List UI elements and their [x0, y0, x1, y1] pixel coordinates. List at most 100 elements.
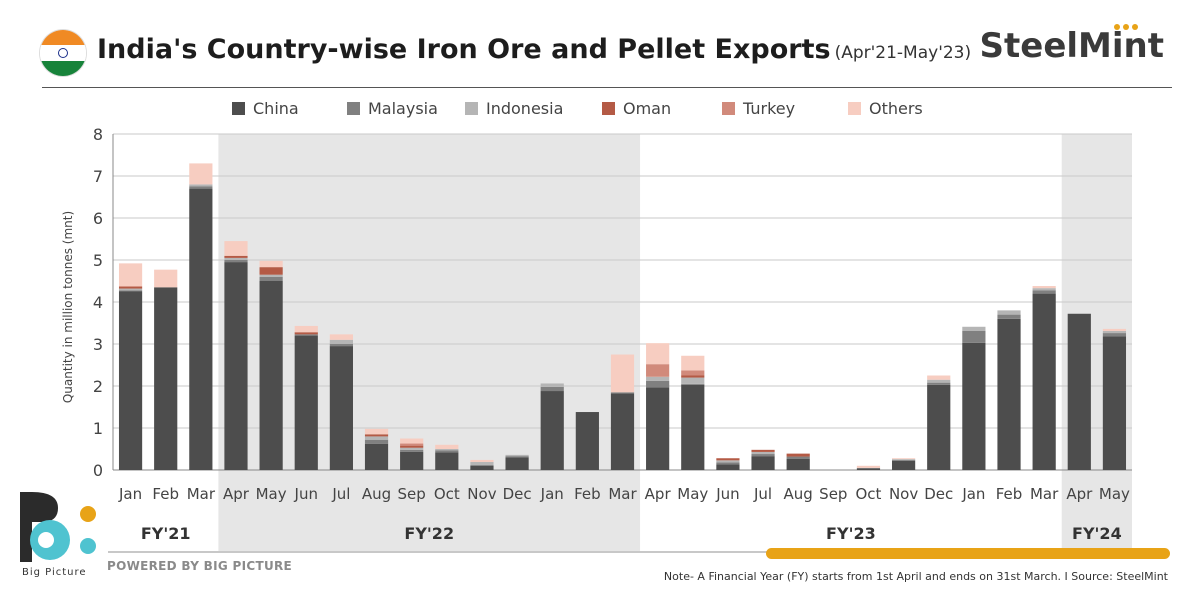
- bar-china-18: [751, 456, 775, 470]
- bar-others-16: [681, 355, 705, 371]
- y-tick-label-8: 8: [93, 125, 103, 144]
- x-tick-label-15: Apr: [645, 485, 672, 503]
- x-tick-label-7: Aug: [362, 485, 391, 503]
- legend-label-indonesia: Indonesia: [486, 99, 564, 118]
- legend-item-oman: Oman: [602, 99, 671, 118]
- bar-indonesia-8: [400, 447, 424, 450]
- bar-indonesia-22: [892, 459, 916, 460]
- bar-china-11: [505, 457, 529, 470]
- bar-others-9: [435, 444, 459, 449]
- fy-label-fy21: FY'21: [140, 524, 191, 543]
- x-tick-label-16: May: [677, 485, 708, 503]
- bar-others-8: [400, 438, 424, 444]
- bar-indonesia-26: [1032, 288, 1056, 291]
- bar-malaysia-19: [786, 456, 810, 459]
- bar-malaysia-9: [435, 450, 459, 453]
- header-divider: [42, 87, 1172, 88]
- legend-item-indonesia: Indonesia: [465, 99, 563, 118]
- bar-china-12: [540, 391, 564, 470]
- bar-indonesia-17: [716, 460, 740, 463]
- fy-shade-1: [218, 134, 641, 552]
- bar-oman-0: [118, 286, 143, 289]
- x-tick-label-27: Apr: [1066, 485, 1093, 503]
- x-tick-label-10: Nov: [467, 485, 496, 503]
- bar-malaysia-7: [364, 439, 389, 444]
- legend-swatch-malaysia: [347, 102, 360, 115]
- x-tick-label-17: Jun: [715, 485, 739, 503]
- x-tick-label-2: Mar: [187, 485, 216, 503]
- y-tick-label-0: 0: [93, 461, 103, 480]
- bar-malaysia-18: [751, 454, 775, 457]
- bar-indonesia-23: [927, 379, 951, 383]
- bar-china-22: [892, 460, 916, 470]
- bar-malaysia-3: [224, 260, 248, 263]
- bar-others-22: [892, 458, 916, 460]
- y-tick-label-5: 5: [93, 251, 103, 270]
- bar-oman-3: [224, 255, 248, 258]
- bar-turkey-15: [646, 364, 670, 377]
- bar-indonesia-4: [259, 274, 283, 277]
- bar-malaysia-12: [540, 386, 564, 392]
- legend-swatch-oman: [602, 102, 615, 115]
- bar-china-25: [997, 318, 1021, 470]
- x-tick-label-24: Jan: [961, 485, 985, 503]
- bar-malaysia-0: [118, 290, 143, 292]
- legend-item-others: Others: [848, 99, 923, 118]
- bar-malaysia-10: [470, 464, 494, 466]
- bar-malaysia-25: [997, 314, 1021, 319]
- x-tick-label-1: Feb: [152, 485, 179, 503]
- bar-malaysia-2: [189, 186, 213, 189]
- x-tick-label-0: Jan: [118, 485, 142, 503]
- bar-indonesia-25: [997, 310, 1021, 315]
- bar-malaysia-23: [927, 382, 951, 385]
- bar-china-27: [1067, 313, 1091, 470]
- x-tick-label-26: Mar: [1030, 485, 1059, 503]
- bar-indonesia-7: [364, 436, 389, 440]
- x-tick-label-13: Feb: [574, 485, 601, 503]
- x-tick-label-14: Mar: [608, 485, 637, 503]
- bar-others-10: [470, 459, 494, 463]
- bar-oman-16: [681, 375, 705, 378]
- bar-others-2: [189, 163, 213, 185]
- bar-china-21: [856, 468, 881, 470]
- brand-dots-icon: [1114, 24, 1138, 30]
- bar-malaysia-11: [505, 456, 529, 458]
- bar-malaysia-5: [294, 334, 318, 336]
- y-tick-label-3: 3: [93, 335, 103, 354]
- bar-malaysia-14: [610, 392, 635, 394]
- bar-malaysia-26: [1032, 290, 1056, 294]
- big-picture-logo-text: Big Picture: [22, 567, 87, 578]
- bar-indonesia-9: [435, 449, 459, 451]
- legend-item-turkey: Turkey: [722, 99, 795, 118]
- y-tick-label-7: 7: [93, 167, 103, 186]
- bar-china-28: [1102, 336, 1127, 470]
- bar-others-14: [610, 354, 635, 393]
- fy-label-fy24: FY'24: [1072, 524, 1122, 543]
- bar-china-0: [118, 291, 143, 470]
- bar-others-28: [1102, 328, 1127, 331]
- legend-swatch-others: [848, 102, 861, 115]
- bar-china-10: [470, 465, 494, 470]
- bar-malaysia-17: [716, 462, 740, 465]
- x-tick-label-25: Feb: [996, 485, 1023, 503]
- bar-others-15: [646, 343, 670, 365]
- x-tick-label-19: Aug: [784, 485, 813, 503]
- bar-oman-5: [294, 332, 318, 335]
- bar-china-24: [962, 342, 986, 470]
- bar-indonesia-15: [646, 376, 670, 381]
- legend-label-oman: Oman: [623, 99, 672, 118]
- bar-others-26: [1032, 286, 1056, 289]
- legend-item-malaysia: Malaysia: [347, 99, 438, 118]
- x-tick-label-6: Jul: [331, 485, 350, 503]
- bar-china-23: [927, 384, 951, 470]
- bar-others-5: [294, 325, 318, 333]
- powered-by-text: POWERED BY BIG PICTURE: [107, 559, 293, 573]
- bar-china-17: [716, 464, 740, 470]
- bar-china-19: [786, 458, 810, 470]
- x-tick-label-20: Sep: [819, 485, 847, 503]
- y-tick-label-6: 6: [93, 209, 103, 228]
- bar-oman-17: [716, 458, 740, 461]
- bar-turkey-8: [400, 443, 424, 446]
- x-tick-label-9: Oct: [434, 485, 460, 503]
- bar-china-6: [329, 346, 353, 470]
